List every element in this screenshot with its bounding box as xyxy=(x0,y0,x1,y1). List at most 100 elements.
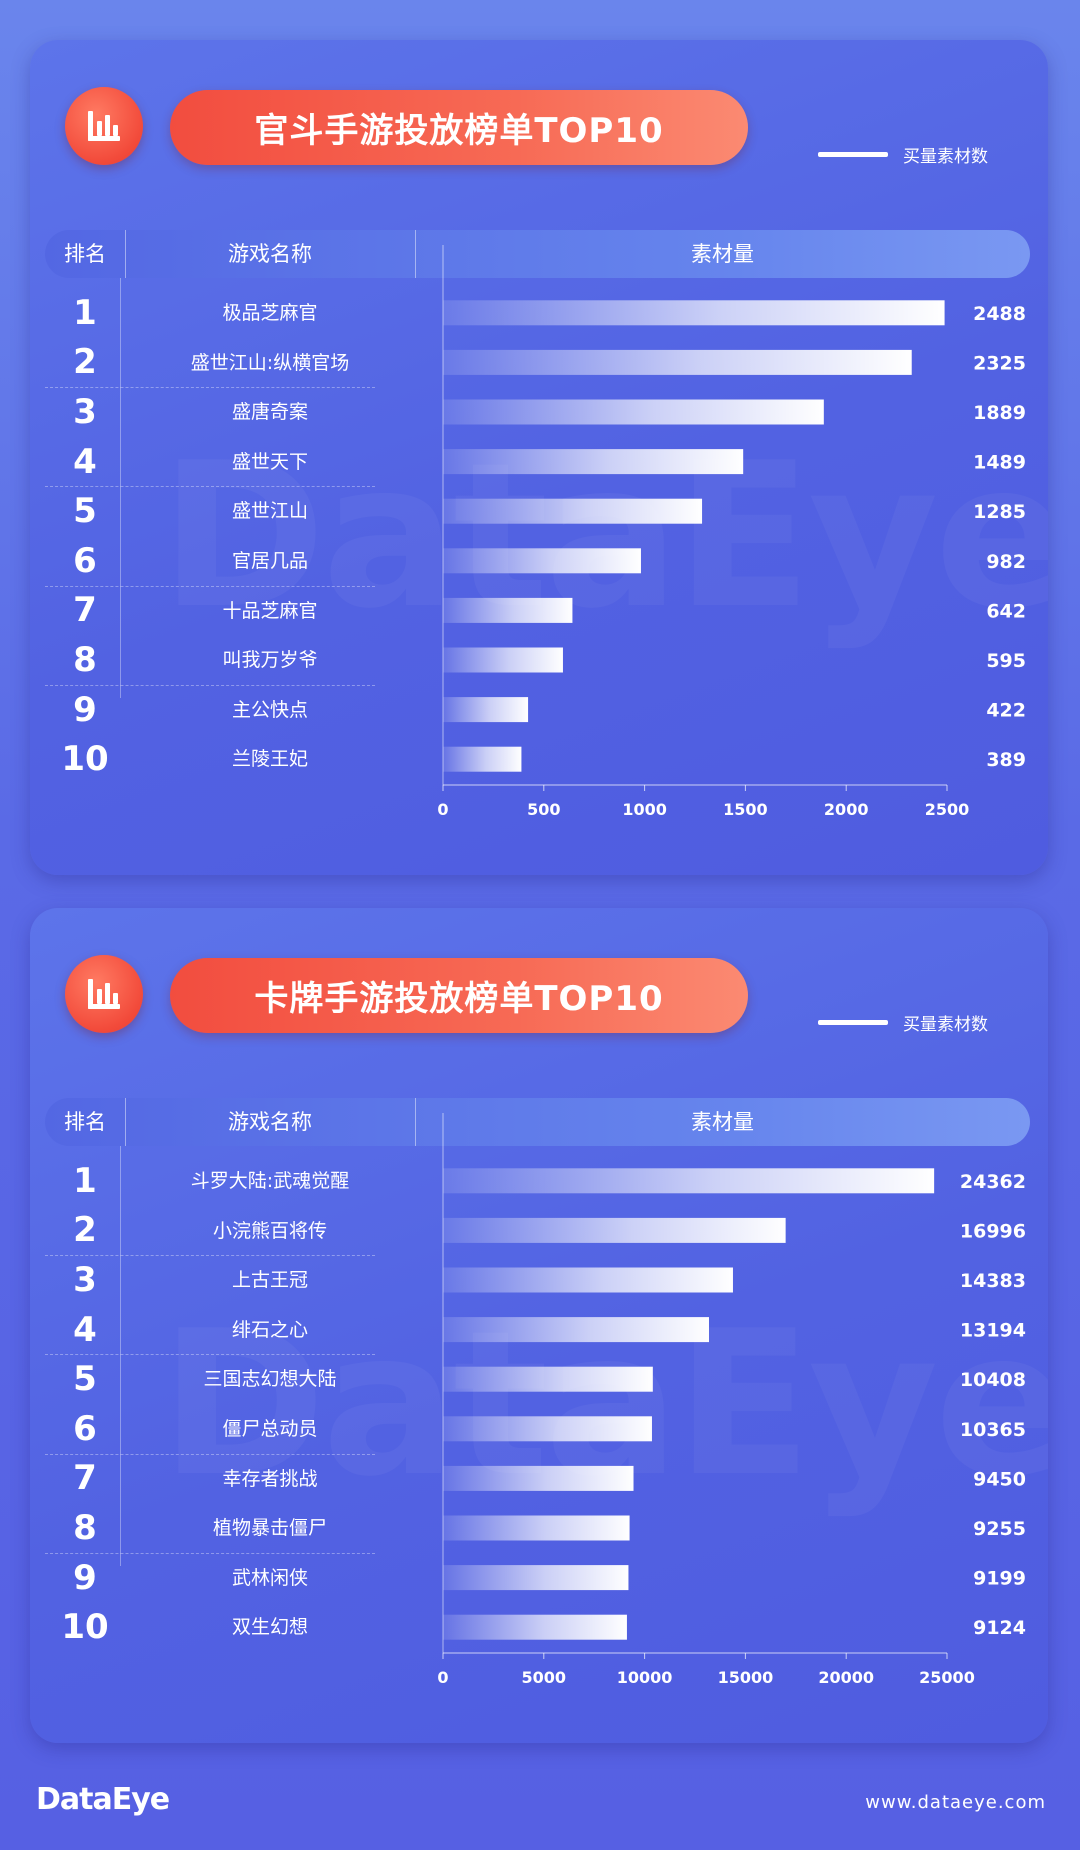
bar xyxy=(443,746,522,772)
game-name: 盛世江山 xyxy=(231,500,308,523)
data-label: 2488 xyxy=(973,303,1026,325)
data-label: 389 xyxy=(986,749,1026,771)
legend-label: 买量素材数 xyxy=(903,147,988,167)
rank-number: 2 xyxy=(73,342,97,383)
footer-logo: DataEye xyxy=(36,1782,170,1817)
rank-number: 8 xyxy=(73,1508,97,1548)
rank-number: 3 xyxy=(73,1260,97,1300)
header-divider xyxy=(415,1098,416,1146)
bar xyxy=(443,1515,630,1541)
row-divider xyxy=(45,387,375,389)
bar xyxy=(443,1168,935,1194)
row-divider xyxy=(45,486,375,488)
legend-label: 买量素材数 xyxy=(903,1015,988,1035)
data-label: 10408 xyxy=(960,1369,1026,1391)
rank-number: 1 xyxy=(73,292,97,333)
header-rank: 排名 xyxy=(64,242,106,266)
bar xyxy=(443,1465,634,1491)
game-name: 武林闲侠 xyxy=(231,1566,308,1589)
rank-number: 2 xyxy=(73,1210,97,1251)
game-name: 小浣熊百将传 xyxy=(212,1219,327,1242)
x-tick-label: 25000 xyxy=(919,1668,975,1687)
footer-url[interactable]: www.dataeye.com xyxy=(865,1792,1046,1813)
rank-number: 10 xyxy=(61,739,109,780)
data-label: 10365 xyxy=(960,1419,1026,1441)
rank-divider xyxy=(120,278,121,698)
game-name: 主公快点 xyxy=(231,698,308,721)
data-label: 642 xyxy=(986,600,1026,622)
header-value: 素材量 xyxy=(691,242,754,266)
game-name: 叫我万岁爷 xyxy=(222,649,318,672)
bar xyxy=(443,1217,786,1243)
bar-chart: 0 5000 10000 15000 20000 25000 24362 16996 14383… xyxy=(437,1113,1026,1687)
data-label: 9124 xyxy=(973,1617,1026,1639)
x-tick-label: 0 xyxy=(437,1668,448,1687)
game-name: 盛唐奇案 xyxy=(231,401,308,424)
rank-number: 6 xyxy=(73,540,97,581)
game-name: 兰陵王妃 xyxy=(231,748,308,771)
bar xyxy=(443,449,744,475)
game-name: 僵尸总动员 xyxy=(222,1418,318,1440)
chart-panel-1: DataEye 官斗手游投放榜单TOP10 买量素材数 排名 游戏名称 素材量 … xyxy=(30,40,1048,875)
game-name: 极品芝麻官 xyxy=(222,302,318,324)
game-name: 斗罗大陆:武魂觉醒 xyxy=(190,1170,350,1192)
rank-number: 6 xyxy=(73,1408,97,1449)
header-name: 游戏名称 xyxy=(228,1110,312,1134)
data-label: 13194 xyxy=(960,1320,1026,1342)
rank-number: 7 xyxy=(73,1458,97,1499)
rank-number: 9 xyxy=(73,689,97,730)
bar xyxy=(443,548,641,574)
table-header: 排名 游戏名称 素材量 xyxy=(45,230,1030,278)
row-divider xyxy=(45,684,375,686)
bar xyxy=(443,697,529,723)
bar xyxy=(443,1317,709,1343)
row-divider xyxy=(45,585,375,587)
bar-chart: 0 500 1000 1500 2000 2500 2488 2325 1889 1489 1285… xyxy=(437,245,1026,819)
chart-panel-2: DataEye 卡牌手游投放榜单TOP10 买量素材数 排名 游戏名称 素材量 … xyxy=(30,908,1048,1743)
data-label: 2325 xyxy=(973,352,1026,374)
game-name: 盛世江山:纵横官场 xyxy=(190,351,350,374)
bar xyxy=(443,1614,627,1640)
rank-divider xyxy=(120,1146,121,1566)
bar xyxy=(443,597,573,623)
header-rank: 排名 xyxy=(64,1110,106,1134)
bar xyxy=(443,349,912,375)
x-tick-label: 500 xyxy=(527,800,560,819)
row-divider xyxy=(45,1453,375,1455)
header-divider xyxy=(125,230,126,278)
bar xyxy=(443,1267,733,1293)
data-label: 9450 xyxy=(973,1468,1026,1490)
rank-number: 8 xyxy=(73,640,97,680)
header-value: 素材量 xyxy=(691,1110,754,1134)
header-divider xyxy=(125,1098,126,1146)
row-divider xyxy=(45,1255,375,1257)
data-label: 1889 xyxy=(973,402,1026,424)
bar xyxy=(443,647,563,673)
game-name: 上古王冠 xyxy=(231,1269,308,1292)
x-tick-label: 20000 xyxy=(818,1668,874,1687)
x-tick-label: 1500 xyxy=(723,800,768,819)
x-tick-label: 2000 xyxy=(824,800,869,819)
bar-chart-icon xyxy=(65,87,143,165)
game-name: 三国志幻想大陆 xyxy=(203,1368,337,1391)
bar-chart-icon xyxy=(65,955,143,1033)
data-label: 982 xyxy=(986,551,1026,573)
data-label: 595 xyxy=(986,650,1026,672)
rank-number: 1 xyxy=(73,1160,97,1201)
x-tick-label: 0 xyxy=(437,800,448,819)
legend: 买量素材数 xyxy=(818,1010,988,1035)
game-name: 植物暴击僵尸 xyxy=(212,1517,327,1540)
x-tick-label: 15000 xyxy=(718,1668,774,1687)
chart-title: 卡牌手游投放榜单TOP10 xyxy=(170,958,748,1033)
bar xyxy=(443,1416,652,1442)
table-header: 排名 游戏名称 素材量 xyxy=(45,1098,1030,1146)
data-label: 14383 xyxy=(960,1270,1026,1292)
data-label: 24362 xyxy=(960,1171,1026,1193)
rank-number: 9 xyxy=(73,1557,97,1598)
bar xyxy=(443,1565,629,1591)
header-divider xyxy=(415,230,416,278)
bar xyxy=(443,1366,653,1392)
chart-title: 官斗手游投放榜单TOP10 xyxy=(170,90,748,165)
legend-swatch xyxy=(818,1020,888,1025)
data-label: 16996 xyxy=(960,1220,1026,1242)
